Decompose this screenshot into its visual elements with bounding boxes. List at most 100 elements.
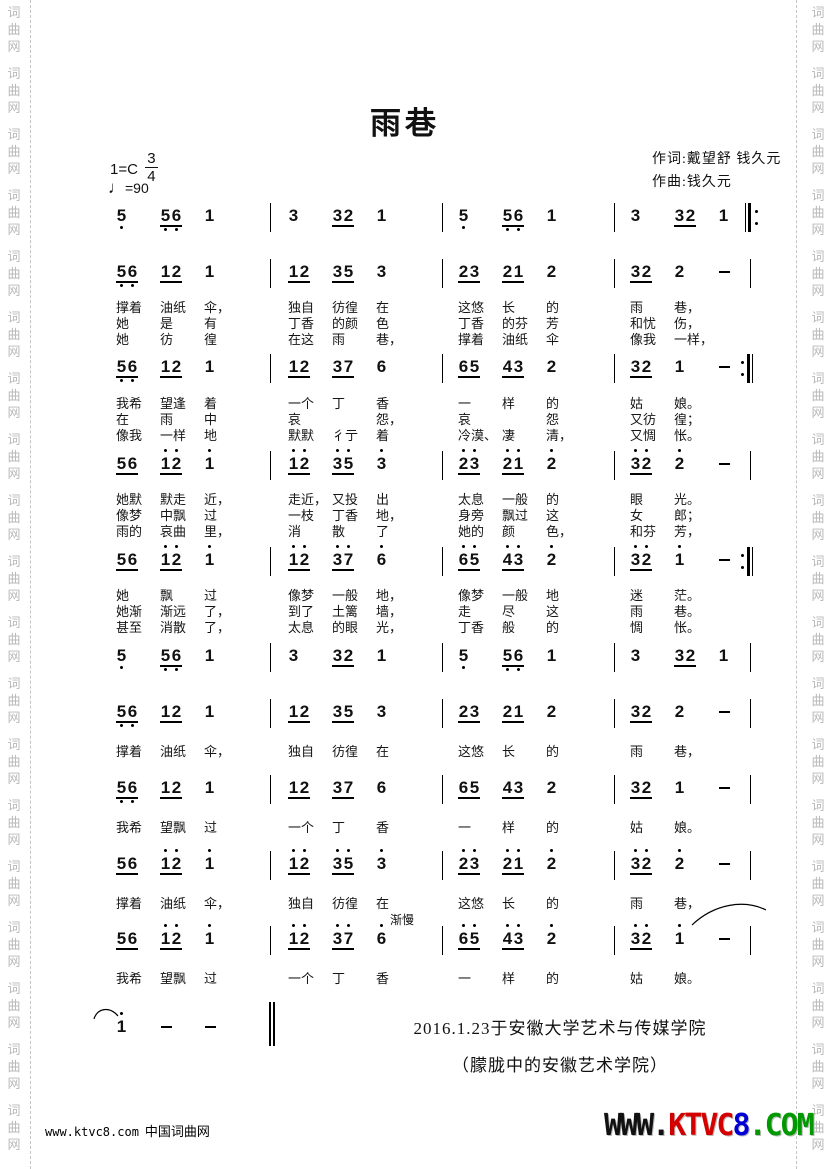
lyric-cell: 撑着: [116, 896, 143, 911]
note-beat: 2: [546, 848, 557, 879]
lyric-cell: 油纸: [160, 300, 187, 315]
lyric-cell: 怅。: [674, 428, 701, 443]
lyric-cell: 的: [546, 620, 560, 635]
quarter-note-icon: ♩: [108, 178, 125, 197]
bar-line: [270, 259, 271, 288]
lyric-cell: 香: [376, 396, 390, 411]
note-beat: 2: [546, 357, 557, 376]
lyric-cell: 般: [502, 620, 516, 635]
note-beat: 5: [116, 200, 127, 231]
lyric-cell: 色，: [546, 524, 573, 539]
watermark-char: 曲: [811, 327, 825, 342]
lyric-cell: 了，: [204, 620, 231, 635]
lyric-cell: 像梦: [116, 508, 143, 523]
watermark-char: 网: [811, 344, 825, 359]
lyric-cell: 像梦: [458, 588, 485, 603]
watermark-char: 曲: [811, 998, 825, 1013]
lyric-cell: 油纸: [160, 896, 187, 911]
lyric-cell: 我希: [116, 396, 143, 411]
watermark-char: 曲: [811, 693, 825, 708]
lyric-cell: 伞，: [204, 744, 231, 759]
lyric-cell: 光，: [376, 620, 403, 635]
watermark-char: 词: [811, 920, 825, 935]
bar-line: [270, 851, 271, 880]
watermark-char: 网: [811, 527, 825, 542]
lyric-cell: 着: [204, 396, 218, 411]
bar-line: [614, 259, 615, 288]
lyric-cell: 望飘: [160, 820, 187, 835]
watermark-column-right: 词曲网词曲网词曲网词曲网词曲网词曲网词曲网词曲网词曲网词曲网词曲网词曲网词曲网词…: [810, 4, 826, 1163]
lyric-cell: 这悠: [458, 300, 485, 315]
note-beat: 2: [674, 262, 685, 281]
lyric-cell: 一般: [502, 492, 529, 507]
bar-line: [270, 547, 271, 576]
lyric-cell: 默走: [160, 492, 187, 507]
note-beat: 1: [674, 778, 685, 797]
watermark-char: 词: [7, 615, 21, 630]
lyric-cell: 娘。: [674, 971, 701, 986]
lyric-cell: 清，: [546, 428, 573, 443]
watermark-char: 网: [811, 954, 825, 969]
watermark-char: 词: [811, 554, 825, 569]
watermark-char: 网: [7, 771, 21, 786]
lyric-cell: 一般: [332, 588, 359, 603]
watermark-char: 网: [811, 1076, 825, 1091]
note-beat: 3: [288, 206, 299, 225]
note-beat: 3: [630, 206, 641, 225]
watermark-char: 曲: [811, 22, 825, 37]
watermark-char: 曲: [7, 449, 21, 464]
repeat-dots: [741, 361, 744, 376]
lyric-cell: 像我: [116, 428, 143, 443]
lyric-cell: 这: [546, 604, 560, 619]
lyric-cell: 一个: [288, 820, 315, 835]
bar-line: [614, 354, 615, 383]
lyric-cell: 和忧: [630, 316, 657, 331]
watermark-char: 曲: [7, 571, 21, 586]
bar-line: [270, 926, 271, 955]
fraction-bar: [144, 167, 158, 168]
note-beat: 1: [116, 1011, 127, 1042]
watermark-char: 网: [7, 161, 21, 176]
lyric-cell: 甚至: [116, 620, 143, 635]
watermark-char: 曲: [7, 937, 21, 952]
lyric-cell: 香: [376, 971, 390, 986]
lyric-cell: 巷，: [376, 332, 403, 347]
watermark-char: 词: [7, 66, 21, 81]
note-beat: 5: [458, 200, 469, 231]
note-beat: 3: [376, 848, 387, 879]
bar-line: [442, 354, 443, 383]
lyric-cell: 姑: [630, 820, 644, 835]
watermark-char: 曲: [811, 1059, 825, 1074]
watermark-char: 网: [811, 832, 825, 847]
ritardando-label: 渐慢: [390, 913, 415, 927]
lyric-cell: 姑: [630, 971, 644, 986]
lyric-cell: 伞，: [204, 896, 231, 911]
bar-line: [614, 851, 615, 880]
lyric-cell: 丁香: [288, 316, 315, 331]
note-beat: 6: [376, 923, 387, 954]
lyric-cell: 怨，: [376, 412, 403, 427]
watermark-char: 曲: [811, 205, 825, 220]
logo-com: .COM: [748, 1108, 815, 1143]
footer-logo: WWW.KTVC8.COM: [604, 1108, 815, 1143]
note-beat: [718, 448, 730, 479]
watermark-char: 曲: [811, 815, 825, 830]
